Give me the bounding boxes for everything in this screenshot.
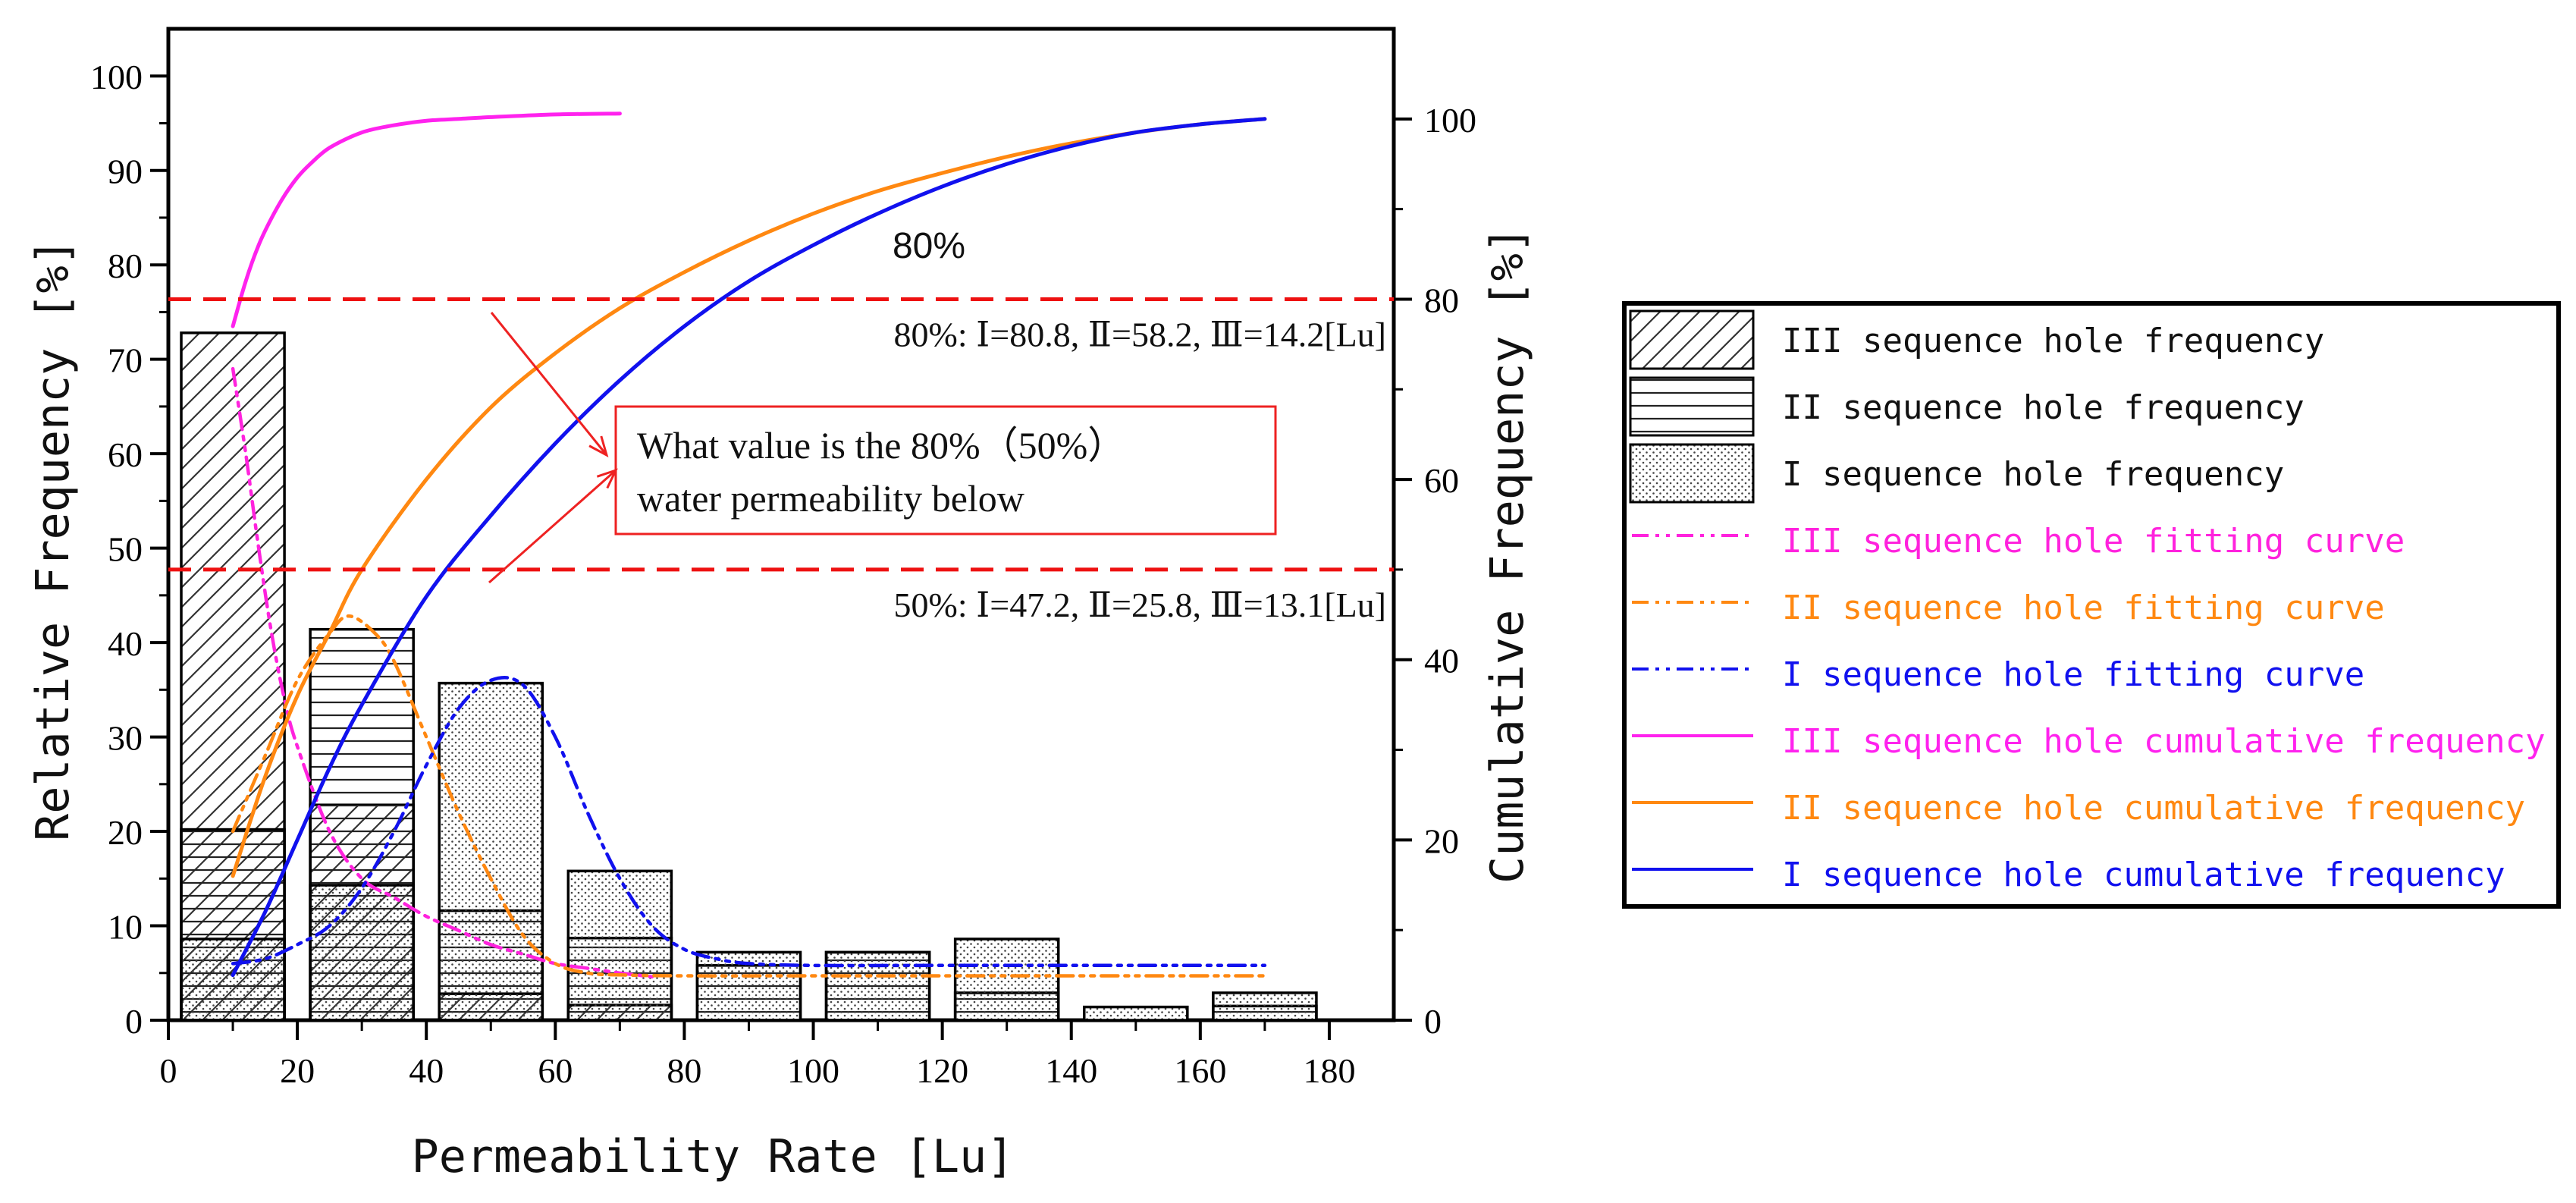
- x-tick-label: 60: [538, 1051, 573, 1090]
- x-tick-label: 160: [1174, 1051, 1226, 1090]
- callout-arrow-from-50: [488, 469, 617, 584]
- y-left-tick-label: 0: [125, 1002, 143, 1041]
- bar-dots-3: [438, 681, 544, 1022]
- y-right-axis-title: Cumulative Frequency [%]: [1481, 226, 1534, 884]
- callout-box: [614, 405, 1277, 536]
- legend-label-9: I sequence hole cumulative frequency: [1782, 856, 2505, 894]
- y-left-tick-label: 30: [108, 719, 143, 758]
- y-left-tick-label: 10: [108, 908, 143, 947]
- callout-arrow-from-50-head: [596, 468, 618, 489]
- y-left-tick-label: 40: [108, 624, 143, 663]
- y-right-tick-label: 0: [1424, 1002, 1442, 1041]
- y-left-tick-label: 90: [108, 152, 143, 191]
- legend-label-2: II sequence hole frequency: [1782, 388, 2305, 427]
- legend-label-3: I sequence hole frequency: [1782, 455, 2284, 494]
- y-left-tick-label: 20: [108, 813, 143, 852]
- y-right-tick-label: 100: [1424, 101, 1476, 140]
- legend-patch-dots: [1629, 443, 1755, 504]
- legend: III sequence hole frequency II sequence h…: [1622, 301, 2561, 909]
- x-tick-label: 40: [409, 1051, 444, 1090]
- bar-dots-2: [309, 884, 415, 1022]
- y-left-tick-label: 70: [108, 341, 143, 380]
- legend-label-1: III sequence hole frequency: [1782, 322, 2324, 360]
- x-tick-label: 100: [787, 1051, 839, 1090]
- series-line-i-sequence-hole-fitting-curve: [231, 676, 1267, 968]
- reference-lines-layer: 80%: Ⅰ=80.8, Ⅱ=58.2, Ⅲ=14.2[Lu] 50%: Ⅰ=47…: [168, 297, 1394, 624]
- y-left-tick-label: 60: [108, 435, 143, 474]
- legend-box: [1622, 301, 2561, 909]
- callout-arrow-from-80-head: [588, 435, 609, 457]
- y-left-tick-label: 100: [90, 58, 143, 96]
- bars-layer: [180, 331, 1318, 1022]
- legend-label-4: III sequence hole fitting curve: [1782, 522, 2405, 561]
- legend-label-6: I sequence hole fitting curve: [1782, 655, 2364, 694]
- x-tick-label: 140: [1045, 1051, 1097, 1090]
- y-left-axis-title: Relative Frequency [%]: [27, 238, 80, 841]
- x-tick-label: 120: [916, 1051, 968, 1090]
- legend-label-8: II sequence hole cumulative frequency: [1782, 789, 2525, 828]
- y-right-tick-label: 20: [1424, 821, 1459, 860]
- bar-dots-6: [824, 950, 931, 1022]
- x-tick-label: 80: [667, 1051, 701, 1090]
- series-line-ii-sequence-hole-cumulative-frequency: [231, 117, 1267, 878]
- reference-label-50: 50%: Ⅰ=47.2, Ⅱ=25.8, Ⅲ=13.1[Lu]: [894, 586, 1386, 624]
- y-right-tick-label: 40: [1424, 642, 1459, 680]
- callout-text-line1: What value is the 80%（50%）: [637, 424, 1125, 466]
- callout-text-line2: water permeability below: [637, 477, 1024, 520]
- legend-label-7: III sequence hole cumulative frequency: [1782, 722, 2546, 761]
- annotations-layer: 80% What value is the 80%（50%） water perme…: [488, 226, 1277, 584]
- x-tick-label: 20: [280, 1051, 315, 1090]
- annotation-80-percent: 80%: [893, 226, 965, 266]
- y-right-tick-label: 60: [1424, 461, 1459, 500]
- x-axis-title: Permeability Rate [Lu]: [412, 1130, 1015, 1183]
- callout-arrow-from-80: [490, 312, 608, 456]
- x-tick-label: 180: [1303, 1051, 1355, 1090]
- reference-label-80: 80%: Ⅰ=80.8, Ⅱ=58.2, Ⅲ=14.2[Lu]: [894, 315, 1386, 353]
- lines-layer: [231, 112, 1267, 978]
- y-right-tick-label: 80: [1424, 281, 1459, 319]
- axes-layer: 0 10 20 30 40 50 60 70 80 90 100 0 20 40 60 80 100 0 20 40 6…: [27, 58, 1534, 1183]
- series-line-i-sequence-hole-cumulative-frequency: [231, 117, 1267, 978]
- bar-dots-7: [953, 938, 1060, 1022]
- x-tick-label: 0: [160, 1051, 177, 1090]
- legend-label-5: II sequence hole fitting curve: [1782, 589, 2385, 627]
- bar-dots-1: [180, 938, 286, 1022]
- legend-patch-horizontal: [1629, 376, 1755, 437]
- bar-dots-8: [1082, 1005, 1189, 1022]
- bar-dots-9: [1212, 991, 1318, 1022]
- y-left-tick-label: 80: [108, 247, 143, 285]
- series-line-iii-sequence-hole-cumulative-frequency: [231, 112, 622, 328]
- legend-patch-diagonal: [1629, 309, 1755, 370]
- y-left-tick-label: 50: [108, 530, 143, 569]
- bar-dots-4: [566, 869, 673, 1022]
